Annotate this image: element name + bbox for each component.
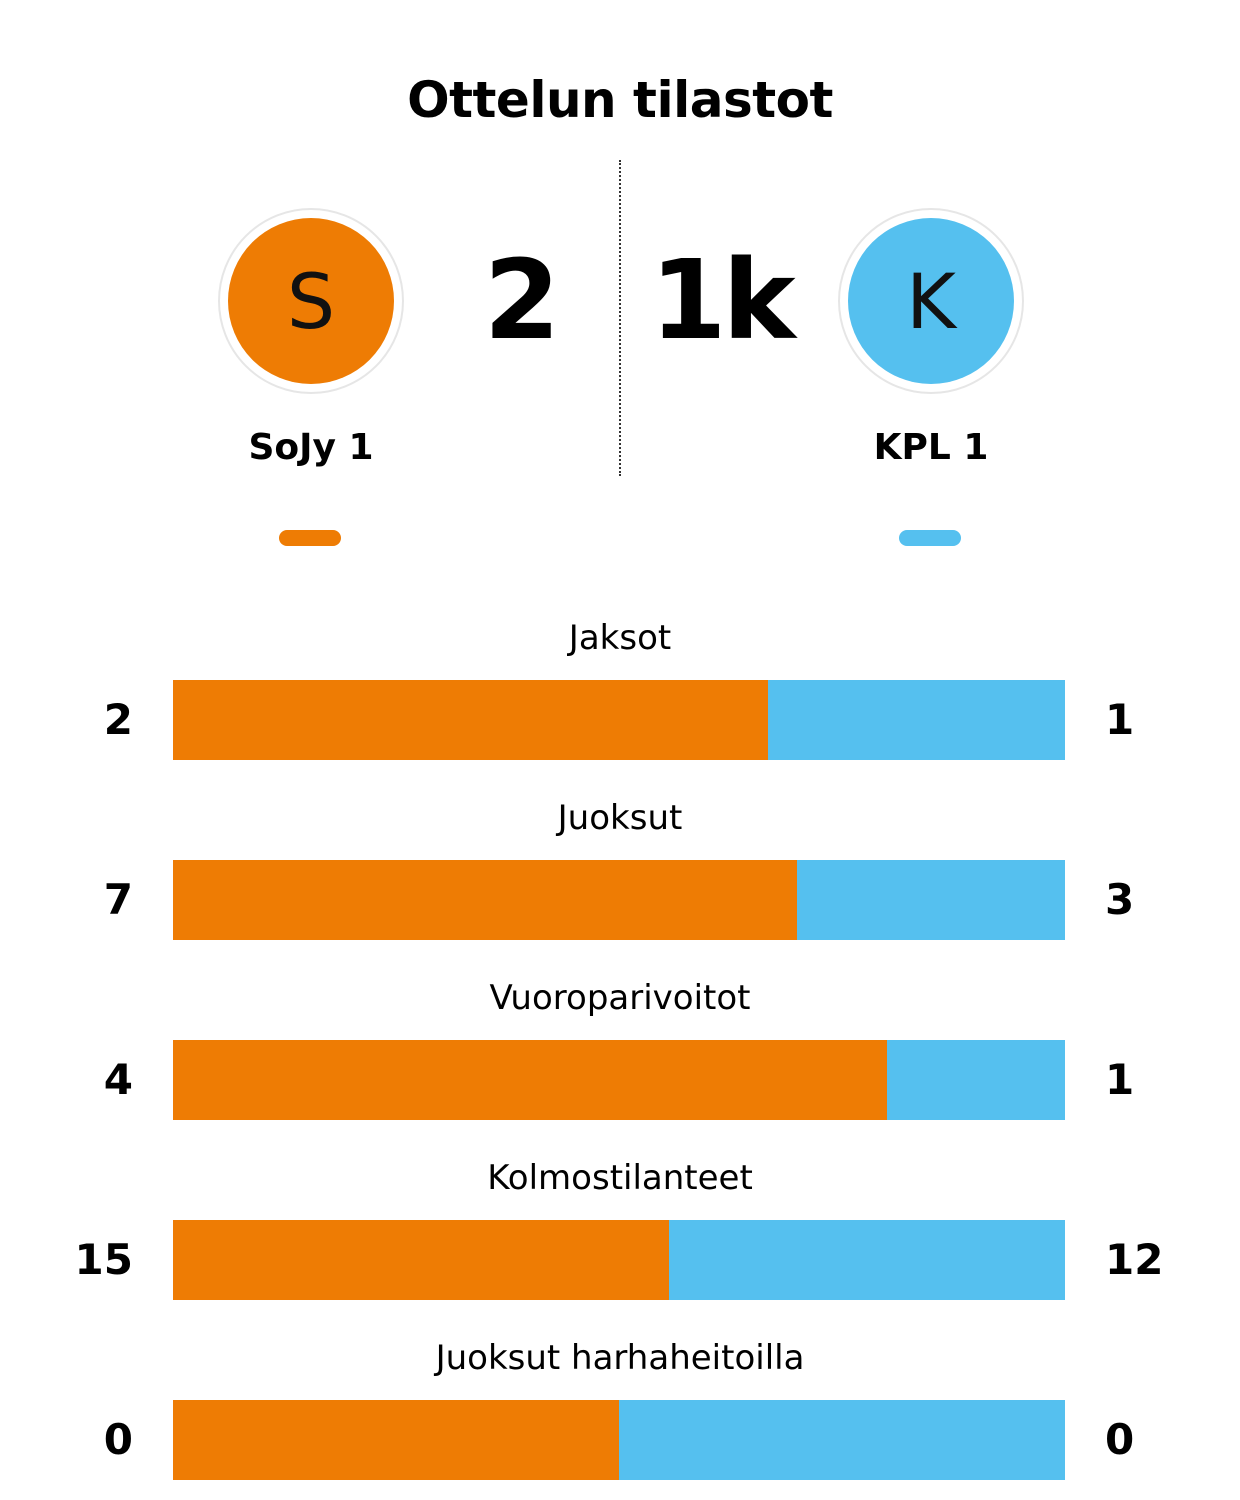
stat-value-home: 7 bbox=[103, 875, 133, 924]
home-score: 2 bbox=[483, 236, 561, 364]
stat-bar-away-segment bbox=[668, 1220, 1065, 1300]
away-score: 1k bbox=[650, 236, 796, 364]
stat-value-away: 1 bbox=[1105, 695, 1135, 744]
stat-label: Vuoroparivoitot bbox=[489, 978, 751, 1018]
away-team-name: KPL 1 bbox=[873, 427, 989, 468]
stat-label: Kolmostilanteet bbox=[487, 1158, 753, 1198]
stat-bar-away-segment bbox=[797, 860, 1065, 940]
stat-bar-home-segment bbox=[173, 860, 798, 940]
stat-bar-home-segment bbox=[173, 680, 768, 760]
away-team-initial: K bbox=[848, 218, 1014, 384]
stat-bar bbox=[173, 1400, 1065, 1480]
away-team-avatar: K bbox=[838, 208, 1024, 394]
stat-bar bbox=[173, 1040, 1065, 1120]
stat-value-home: 0 bbox=[103, 1415, 133, 1464]
home-team-initial: S bbox=[228, 218, 394, 384]
home-color-marker bbox=[279, 530, 341, 546]
stat-value-home: 2 bbox=[103, 695, 133, 744]
away-color-marker bbox=[899, 530, 961, 546]
home-team-avatar: S bbox=[218, 208, 404, 394]
stat-value-away: 0 bbox=[1105, 1415, 1135, 1464]
stat-label: Juoksut bbox=[557, 798, 683, 838]
stat-bar-home-segment bbox=[173, 1040, 887, 1120]
stat-value-away: 12 bbox=[1105, 1235, 1164, 1284]
stat-value-home: 15 bbox=[74, 1235, 133, 1284]
stat-bar bbox=[173, 860, 1065, 940]
stat-label: Juoksut harhaheitoilla bbox=[435, 1338, 805, 1378]
stat-bar-away-segment bbox=[886, 1040, 1065, 1120]
stat-value-away: 3 bbox=[1105, 875, 1135, 924]
home-team-name: SoJy 1 bbox=[248, 427, 374, 468]
stat-bar bbox=[173, 1220, 1065, 1300]
stat-value-home: 4 bbox=[103, 1055, 133, 1104]
stat-bar-home-segment bbox=[173, 1400, 619, 1480]
stat-value-away: 1 bbox=[1105, 1055, 1135, 1104]
stat-label: Jaksot bbox=[568, 618, 672, 658]
center-divider bbox=[619, 160, 621, 476]
stat-bar-home-segment bbox=[173, 1220, 669, 1300]
page-title: Ottelun tilastot bbox=[407, 71, 833, 129]
stat-bar-away-segment bbox=[767, 680, 1065, 760]
stat-bar bbox=[173, 680, 1065, 760]
stat-bar-away-segment bbox=[619, 1400, 1065, 1480]
